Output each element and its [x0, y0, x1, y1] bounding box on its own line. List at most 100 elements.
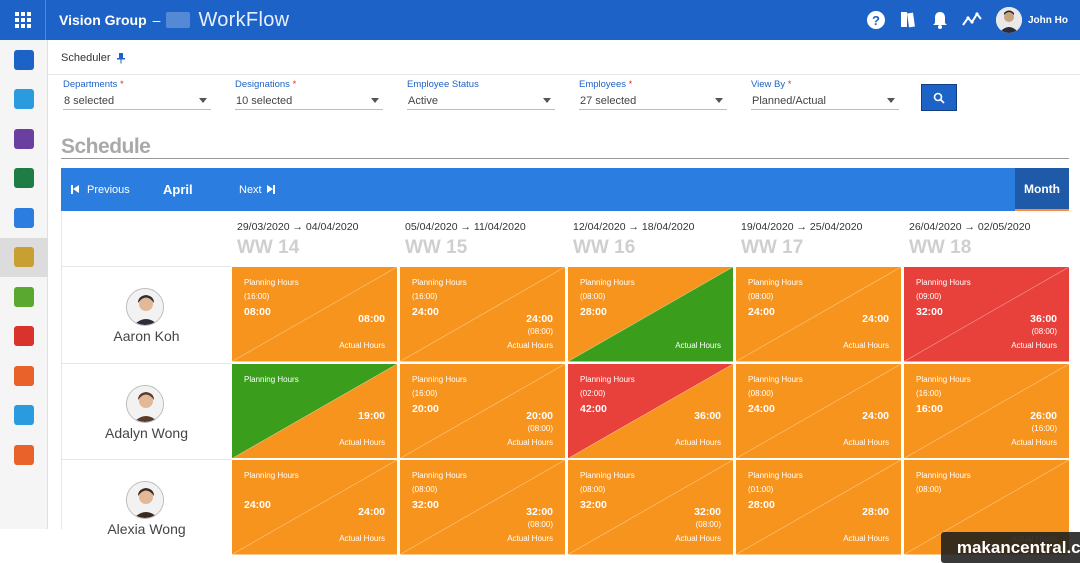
week-header: 05/04/2020 → 11/04/2020 WW 15 [399, 211, 567, 266]
schedule-cell[interactable]: Planning Hours (16:00) 08:00 08:00 Actual Ho… [231, 266, 398, 363]
filter-label: View By * [751, 79, 792, 90]
chevron-down-icon [199, 98, 207, 103]
user-name[interactable]: John Ho [1028, 14, 1068, 26]
schedule-cell[interactable]: Planning Hours (08:00) 24:00 24:00 Actual Ho… [735, 362, 902, 459]
title-underline [61, 158, 1069, 159]
actual-hours: 32:00 [694, 506, 721, 518]
employee-name[interactable]: Adalyn Wong [104, 424, 188, 441]
rail-item-0[interactable] [0, 40, 48, 80]
bell-icon [933, 12, 947, 29]
actual-hours-label: Actual Hours [675, 437, 721, 447]
next-button[interactable]: Next [239, 184, 275, 196]
page-title: Schedule [61, 135, 151, 158]
rail-item-5[interactable] [0, 237, 48, 277]
chevron-down-icon [543, 98, 551, 103]
filter-dropdown[interactable]: View By * Planned/Actual [751, 79, 899, 110]
employee-row-header: Aaron Koh [62, 266, 231, 363]
notifications-button[interactable] [924, 0, 956, 40]
support-icon [14, 444, 34, 465]
planning-hours-remaining: (01:00) [748, 485, 774, 494]
schedule-cell[interactable]: Planning Hours (16:00) 20:00 20:00 (08:00) Ac… [399, 362, 566, 459]
schedule-cell[interactable]: Planning Hours (08:00) 24:00 24:00 Actual Ho… [735, 266, 902, 363]
rail-item-4[interactable] [0, 198, 48, 238]
planning-hours-remaining: (02:00) [580, 388, 606, 398]
pin-icon[interactable] [116, 52, 125, 64]
actual-hours-label: Actual Hours [507, 534, 553, 543]
rail-item-2[interactable] [0, 119, 48, 159]
app-launcher-button[interactable] [0, 0, 46, 40]
schedule-cell[interactable]: Planning Hours (09:00) 32:00 36:00 (08:00) Ac… [903, 266, 1070, 363]
schedule-cell[interactable]: Planning Hours (16:00) 24:00 24:00 (08:00) Ac… [399, 266, 566, 363]
actual-hours: 28:00 [862, 506, 889, 518]
filter-dropdown[interactable]: Designations * 10 selected [235, 79, 383, 110]
planning-hours-remaining: (08:00) [412, 485, 438, 494]
schedule-cell[interactable]: Planning Hours (08:00) 32:00 32:00 (08:00) Ac… [567, 459, 734, 556]
filter-label: Employees * [579, 79, 633, 90]
help-button[interactable]: ? [860, 0, 892, 40]
employee-row-header: Adalyn Wong [62, 362, 231, 460]
rail-item-3[interactable] [0, 159, 48, 199]
actual-hours: 24:00 [358, 506, 385, 518]
avatar [126, 288, 164, 326]
filter-value[interactable]: Active [407, 92, 555, 110]
actual-hours-extra: (08:00) [1031, 327, 1057, 336]
filter-value[interactable]: 8 selected [63, 92, 211, 110]
actual-hours-label: Actual Hours [843, 534, 889, 543]
planning-hours-label: Planning Hours [244, 278, 299, 287]
breadcrumb-label: Scheduler [61, 52, 111, 64]
current-month: April [163, 182, 193, 197]
work-week: WW 14 [237, 237, 300, 258]
filter-label: Designations * [235, 79, 297, 90]
planning-hours-label: Planning Hours [916, 471, 971, 480]
planned-hours: 28:00 [580, 306, 607, 318]
rail-item-10[interactable] [0, 435, 48, 475]
employee-row-header: Alexia Wong [62, 459, 231, 556]
filter-dropdown[interactable]: Employee Status Active [407, 79, 555, 110]
cell-background [904, 267, 1069, 362]
filter-value[interactable]: 27 selected [579, 92, 727, 110]
planning-hours-label: Planning Hours [244, 471, 299, 480]
schedule-cell[interactable]: Planning Hours 24:00 24:00 Actual Hours [231, 459, 398, 556]
search-button[interactable] [921, 84, 957, 111]
actual-hours: 19:00 [358, 409, 385, 422]
week-range: 26/04/2020 → 02/05/2020 [909, 221, 1031, 233]
bookmarks-button[interactable] [892, 0, 924, 40]
analytics-button[interactable] [956, 0, 988, 40]
schedule-cell[interactable]: Planning Hours (16:00) 16:00 26:00 (16:00) Ac… [903, 362, 1070, 459]
schedule-cell[interactable]: Planning Hours (08:00) 32:00 32:00 (08:00) Ac… [399, 459, 566, 556]
actual-hours-label: Actual Hours [507, 341, 553, 350]
filter-dropdown[interactable]: Employees * 27 selected [579, 79, 727, 110]
employee-name[interactable]: Alexia Wong [107, 521, 186, 537]
rail-item-7[interactable] [0, 317, 48, 357]
filter-dropdown[interactable]: Departments * 8 selected [63, 79, 211, 110]
planned-hours: 42:00 [580, 402, 607, 415]
planning-hours-label: Planning Hours [412, 278, 467, 287]
planned-hours: 24:00 [748, 402, 775, 415]
schedule-cell[interactable]: Planning Hours (08:00) 28:00 Actual Hours [567, 266, 734, 363]
next-label: Next [239, 183, 262, 196]
filter-value[interactable]: Planned/Actual [751, 92, 899, 110]
user-avatar[interactable] [996, 7, 1022, 33]
week-range: 29/03/2020 → 04/04/2020 [237, 221, 359, 233]
schedule-cell[interactable]: Planning Hours 19:00 Actual Hours [231, 362, 398, 459]
filter-value[interactable]: 10 selected [235, 92, 383, 110]
actual-hours: 36:00 [1030, 313, 1057, 325]
actual-hours-extra: (16:00) [1031, 423, 1057, 433]
planning-hours-remaining: (08:00) [580, 485, 606, 494]
rail-item-9[interactable] [0, 396, 48, 436]
planning-hours-label: Planning Hours [244, 374, 299, 384]
previous-label: Previous [87, 183, 130, 196]
actual-hours: 08:00 [358, 313, 385, 325]
previous-button[interactable]: Previous [71, 184, 130, 196]
rail-item-6[interactable] [0, 277, 48, 317]
rail-item-8[interactable] [0, 356, 48, 396]
planned-hours: 24:00 [412, 306, 439, 318]
schedule-cell[interactable]: Planning Hours (01:00) 28:00 28:00 Actual Ho… [735, 459, 902, 556]
rail-item-1[interactable] [0, 80, 48, 120]
month-view-button[interactable]: Month [1015, 168, 1069, 211]
week-header: 12/04/2020 → 18/04/2020 WW 16 [567, 211, 735, 266]
title-separator: – [152, 12, 161, 28]
schedule-cell[interactable]: Planning Hours (02:00) 42:00 36:00 Actual Ho… [567, 362, 734, 459]
planning-hours-label: Planning Hours [580, 471, 635, 480]
employee-name[interactable]: Aaron Koh [113, 328, 180, 344]
